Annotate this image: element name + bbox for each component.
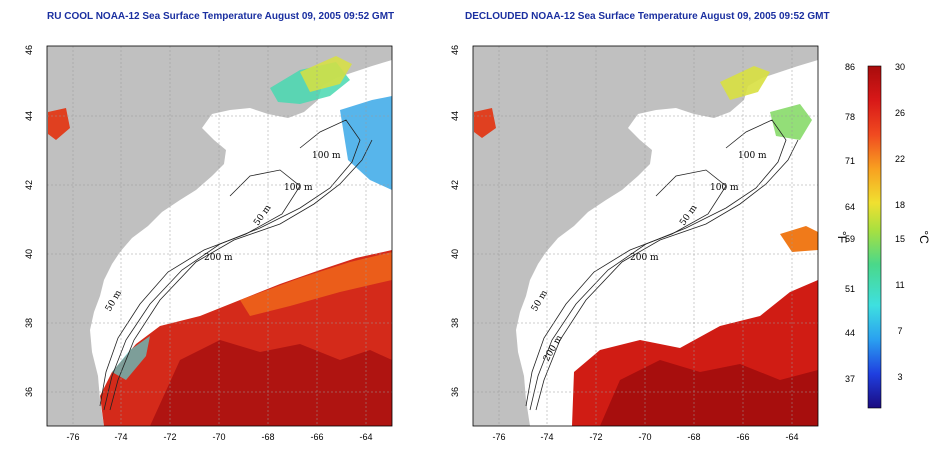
left-contour-100m xyxy=(103,119,361,411)
celsius-tick-label: 26 xyxy=(895,108,905,118)
celsius-unit-label: °C xyxy=(917,230,931,244)
right-sst-green-patch xyxy=(770,104,812,140)
left-contour-label-1: 100 m xyxy=(312,151,341,161)
left-x-tick-label: -74 xyxy=(114,432,127,442)
right-x-tick-label: -74 xyxy=(540,432,553,442)
left-x-tick-label: -72 xyxy=(163,432,176,442)
left-contour-label-4: 200 m xyxy=(204,253,233,263)
right-contour-200m xyxy=(535,139,799,411)
fahrenheit-tick-label: 59 xyxy=(845,234,855,244)
celsius-tick-label: 22 xyxy=(895,154,905,164)
right-sst-red-patch-gulf-maine xyxy=(474,108,496,138)
right-y-tick-label: 46 xyxy=(450,45,460,55)
right-contour-label-4: 200 m xyxy=(630,253,659,263)
right-contour-50m xyxy=(525,169,727,407)
colorbar-fahrenheit-ticks: 86 78 71 64 59 51 44 37 xyxy=(845,62,855,384)
left-land-mass xyxy=(47,46,392,426)
left-sst-yellow-patch xyxy=(300,56,352,92)
right-map-title: DECLOUDED NOAA-12 Sea Surface Temperatur… xyxy=(465,11,830,22)
left-y-tick-label: 36 xyxy=(24,387,34,397)
right-x-tick-label: -70 xyxy=(638,432,651,442)
fahrenheit-tick-label: 71 xyxy=(845,156,855,166)
right-sst-yellow-patch xyxy=(720,66,770,100)
right-x-tick-label: -72 xyxy=(589,432,602,442)
right-contour-100m xyxy=(529,119,787,411)
celsius-tick-label: 18 xyxy=(895,200,905,210)
right-contour-label-2: 100 m xyxy=(710,183,739,193)
colorbar: 86 78 71 64 59 51 44 37 30 26 22 18 15 1… xyxy=(835,62,931,409)
left-y-ticks: 46 44 42 40 38 36 xyxy=(24,45,34,397)
right-sst-hot-core xyxy=(600,360,818,426)
left-contour-50m xyxy=(99,169,301,407)
right-grid xyxy=(473,46,818,426)
left-map-title: RU COOL NOAA-12 Sea Surface Temperature … xyxy=(47,11,395,22)
left-x-tick-label: -64 xyxy=(359,432,372,442)
fahrenheit-tick-label: 51 xyxy=(845,284,855,294)
colorbar-gradient xyxy=(867,65,882,409)
left-map-panel: 100 m 100 m 50 m 200 m 50 m -76 -74 -72 … xyxy=(24,45,393,442)
left-y-tick-label: 38 xyxy=(24,318,34,328)
right-contour-label-1: 100 m xyxy=(738,151,767,161)
left-contour-label-2: 100 m xyxy=(284,183,313,193)
right-map-frame xyxy=(472,45,819,427)
left-x-tick-label: -66 xyxy=(310,432,323,442)
fahrenheit-tick-label: 64 xyxy=(845,202,855,212)
left-y-tick-label: 42 xyxy=(24,180,34,190)
celsius-tick-label: 7 xyxy=(897,326,902,336)
colorbar-celsius-ticks: 30 26 22 18 15 11 7 3 xyxy=(895,62,905,382)
fahrenheit-tick-label: 86 xyxy=(845,62,855,72)
right-x-tick-label: -66 xyxy=(736,432,749,442)
fahrenheit-tick-label: 37 xyxy=(845,374,855,384)
left-y-tick-label: 46 xyxy=(24,45,34,55)
left-y-tick-label: 40 xyxy=(24,249,34,259)
left-sst-orange-band xyxy=(240,252,392,316)
celsius-tick-label: 30 xyxy=(895,62,905,72)
left-y-tick-label: 44 xyxy=(24,111,34,121)
right-map-panel: 100 m 100 m 50 m 200 m 50 m 200 m -76 -7… xyxy=(450,45,819,442)
left-x-tick-label: -68 xyxy=(261,432,274,442)
left-x-tick-label: -76 xyxy=(66,432,79,442)
right-y-tick-label: 40 xyxy=(450,249,460,259)
right-y-ticks: 46 44 42 40 38 36 xyxy=(450,45,460,397)
left-sst-cyan-stripe xyxy=(112,336,150,380)
right-x-tick-label: -64 xyxy=(785,432,798,442)
right-x-tick-label: -68 xyxy=(687,432,700,442)
celsius-tick-label: 3 xyxy=(897,372,902,382)
left-x-tick-label: -70 xyxy=(212,432,225,442)
right-x-ticks: -76 -74 -72 -70 -68 -66 -64 xyxy=(492,432,798,442)
left-map-frame xyxy=(46,45,393,427)
right-y-tick-label: 42 xyxy=(450,180,460,190)
right-y-tick-label: 38 xyxy=(450,318,460,328)
celsius-tick-label: 11 xyxy=(895,280,904,290)
celsius-tick-label: 15 xyxy=(895,234,905,244)
right-sst-orange-patch xyxy=(780,226,818,252)
left-contour-200m xyxy=(109,139,373,411)
right-land-mass xyxy=(473,46,818,426)
left-x-ticks: -76 -74 -72 -70 -68 -66 -64 xyxy=(66,432,372,442)
left-grid xyxy=(47,46,392,426)
left-sst-hot-core xyxy=(150,340,392,426)
fahrenheit-unit-label: °F xyxy=(835,231,849,243)
right-x-tick-label: -76 xyxy=(492,432,505,442)
fahrenheit-tick-label: 44 xyxy=(845,328,855,338)
right-y-tick-label: 36 xyxy=(450,387,460,397)
fahrenheit-tick-label: 78 xyxy=(845,112,855,122)
right-y-tick-label: 44 xyxy=(450,111,460,121)
